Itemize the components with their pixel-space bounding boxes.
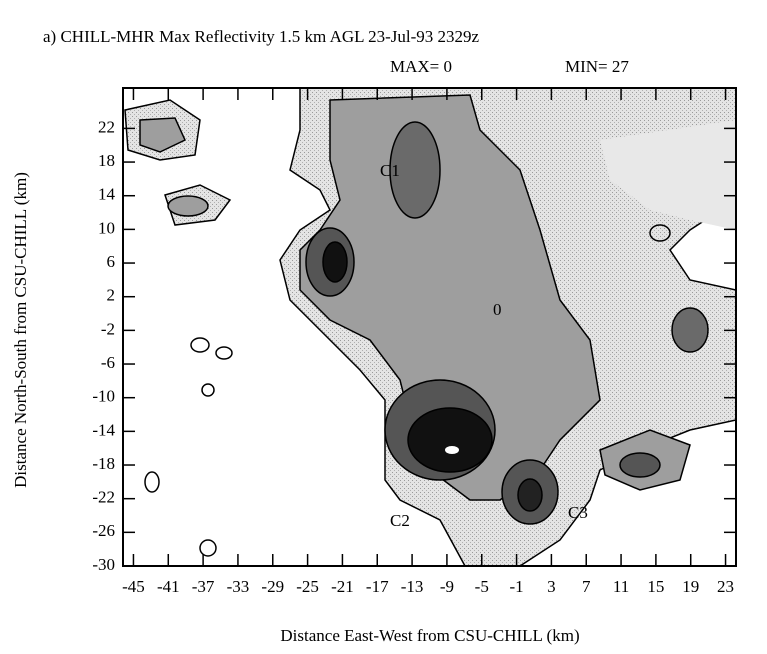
x-tick-label: -41 xyxy=(157,577,180,596)
y-tick-label: 18 xyxy=(98,151,115,170)
x-tick-label: -13 xyxy=(401,577,424,596)
x-tick-label: 23 xyxy=(717,577,734,596)
plot-frame xyxy=(122,87,737,567)
annotation: C3 xyxy=(568,503,588,522)
annotation: 0 xyxy=(493,300,502,319)
y-tick-label: 2 xyxy=(107,286,116,305)
y-tick-label: -18 xyxy=(92,454,115,473)
x-tick-label: -1 xyxy=(509,577,523,596)
x-tick-label: 15 xyxy=(647,577,664,596)
chart-title: a) CHILL-MHR Max Reflectivity 1.5 km AGL… xyxy=(43,27,480,46)
y-tick-label: 22 xyxy=(98,117,115,136)
min-label: MIN= 27 xyxy=(565,57,629,76)
y-tick-label: 10 xyxy=(98,218,115,237)
x-tick-label: 7 xyxy=(582,577,591,596)
x-tick-label: -17 xyxy=(366,577,389,596)
max-label: MAX= 0 xyxy=(390,57,452,76)
x-tick-label: 19 xyxy=(682,577,699,596)
annotation: C2 xyxy=(390,511,410,530)
y-tick-label: -26 xyxy=(92,521,115,540)
y-tick-label: -30 xyxy=(92,555,115,574)
x-tick-label: -33 xyxy=(227,577,250,596)
x-tick-label: -5 xyxy=(475,577,489,596)
y-axis-label: Distance North-South from CSU-CHILL (km) xyxy=(11,172,30,488)
y-tick-label: -2 xyxy=(101,319,115,338)
annotation: C1 xyxy=(380,161,400,180)
x-axis-label: Distance East-West from CSU-CHILL (km) xyxy=(280,626,579,645)
reflectivity-field xyxy=(124,88,736,566)
x-tick-label: -45 xyxy=(122,577,145,596)
y-tick-label: 6 xyxy=(107,252,116,271)
x-tick-label: -9 xyxy=(440,577,454,596)
y-tick-label: -6 xyxy=(101,353,115,372)
x-tick-label: -21 xyxy=(331,577,354,596)
x-tick-label: 11 xyxy=(613,577,629,596)
y-tick-label: -10 xyxy=(92,387,115,406)
x-tick-label: -37 xyxy=(192,577,215,596)
y-tick-label: -14 xyxy=(92,420,115,439)
x-tick-label: -25 xyxy=(296,577,319,596)
y-tick-label: -22 xyxy=(92,488,115,507)
x-tick-label: 3 xyxy=(547,577,556,596)
x-tick-label: -29 xyxy=(261,577,284,596)
y-tick-label: 14 xyxy=(98,185,116,204)
